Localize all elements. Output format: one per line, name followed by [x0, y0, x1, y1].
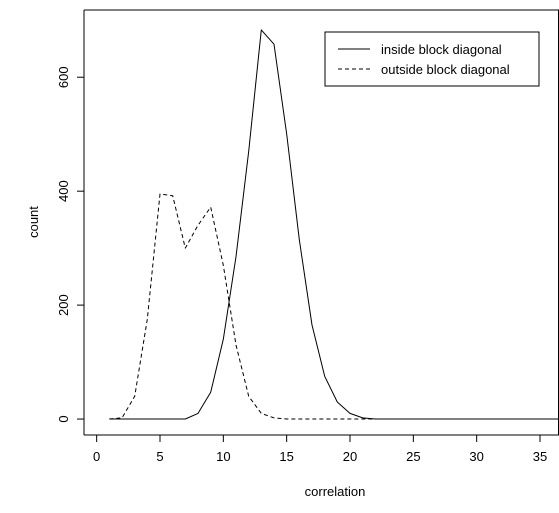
y-axis-title: count — [26, 206, 41, 238]
x-tick-label-25: 25 — [406, 449, 420, 464]
legend-label-outside: outside block diagonal — [381, 62, 510, 77]
y-tick-label-400: 400 — [56, 180, 71, 202]
x-axis: 0 5 10 15 20 25 30 35 — [93, 434, 547, 464]
x-tick-label-10: 10 — [216, 449, 230, 464]
series-line-outside — [109, 193, 559, 420]
legend-box — [324, 31, 540, 87]
x-tick-label-0: 0 — [93, 449, 100, 464]
x-tick-label-20: 20 — [343, 449, 357, 464]
legend-label-inside: inside block diagonal — [381, 42, 502, 57]
series-line-inside — [109, 29, 559, 420]
x-axis-title: correlation — [305, 484, 366, 499]
x-tick-label-35: 35 — [533, 449, 547, 464]
legend: inside block diagonal outside block diag… — [324, 31, 540, 87]
y-axis: 0 200 400 600 — [56, 66, 85, 423]
y-tick-label-0: 0 — [56, 415, 71, 422]
x-tick-label-15: 15 — [279, 449, 293, 464]
series-layer — [109, 29, 559, 420]
y-tick-label-200: 200 — [56, 294, 71, 316]
x-tick-label-5: 5 — [156, 449, 163, 464]
x-tick-label-30: 30 — [469, 449, 483, 464]
y-tick-label-600: 600 — [56, 66, 71, 88]
